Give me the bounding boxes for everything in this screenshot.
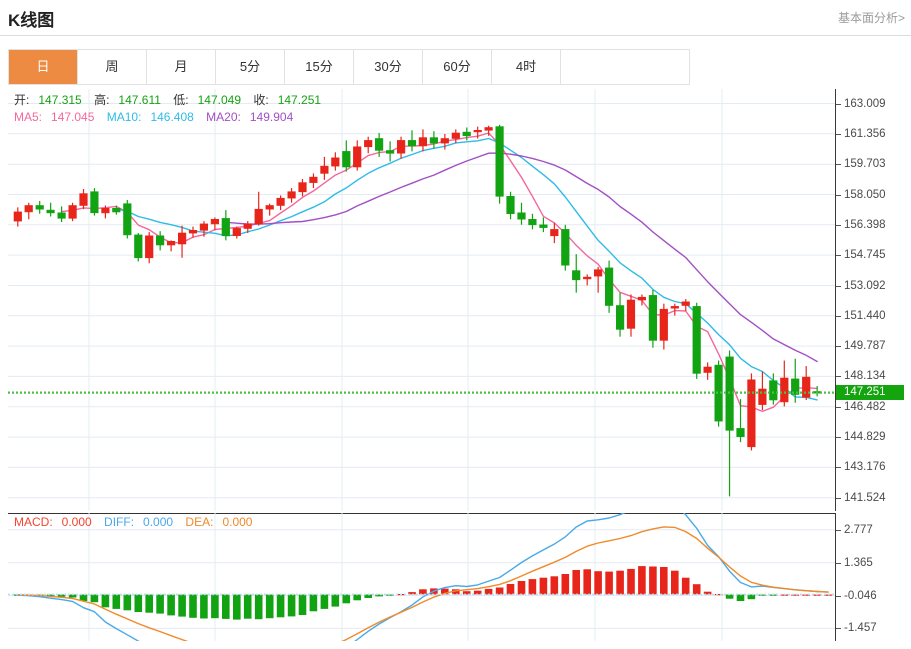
price-axis-label: 146.482 (844, 400, 886, 413)
price-axis-tick (836, 346, 841, 348)
price-panel: 163.009 161.356 159.703 158.050 156.398 154.7… (8, 89, 904, 511)
tab-周[interactable]: 周 (78, 50, 147, 84)
chart-container: 163.009 161.356 159.703 158.050 156.398 154.7… (8, 89, 904, 641)
macd-axis-label: -1.457 (844, 622, 877, 635)
price-axis-label: 153.092 (844, 279, 886, 292)
price-axis-tick (836, 376, 841, 378)
price-axis-label: 159.703 (844, 158, 886, 171)
price-axis-tick (836, 497, 841, 499)
price-axis-tick (836, 467, 841, 469)
macd-plot-area[interactable] (8, 513, 835, 641)
macd-axis-line (835, 513, 836, 641)
candlestick-svg (8, 89, 835, 511)
macd-axis-tick (836, 529, 841, 531)
tab-30分[interactable]: 30分 (354, 50, 423, 84)
tab-15分[interactable]: 15分 (285, 50, 354, 84)
price-axis-label: 154.745 (844, 249, 886, 262)
tab-日[interactable]: 日 (9, 50, 78, 84)
price-axis-tick (836, 406, 841, 408)
macd-axis: 2.777 1.365 -0.046 -1.457 (836, 513, 904, 641)
price-axis-tick (836, 224, 841, 226)
macd-axis-tick (836, 628, 841, 630)
price-axis-label: 148.134 (844, 370, 886, 383)
page-title: K线图 (8, 11, 55, 30)
price-axis-label: 161.356 (844, 127, 886, 140)
tab-月[interactable]: 月 (147, 50, 216, 84)
price-axis-tick (836, 194, 841, 196)
price-axis-tick (836, 255, 841, 257)
macd-axis-tick (836, 562, 841, 564)
price-axis: 163.009 161.356 159.703 158.050 156.398 154.7… (836, 89, 904, 511)
period-tabbar: 日周月 5分 15分 30分 60分 4时 (8, 49, 690, 85)
fundamental-analysis-link[interactable]: 基本面分析> (837, 11, 905, 25)
price-axis-tick (836, 285, 841, 287)
macd-axis-tick (836, 595, 841, 597)
tabbar-empty-space (561, 50, 689, 84)
current-price-badge: 147.251 (836, 384, 904, 400)
price-axis-label: 141.524 (844, 491, 886, 504)
price-axis-label: 151.440 (844, 309, 886, 322)
price-axis-label: 143.176 (844, 461, 886, 474)
macd-panel: 2.777 1.365 -0.046 -1.457 MACD: 0.000 DIFF: 0… (8, 513, 904, 641)
price-axis-label: 149.787 (844, 340, 886, 353)
tab-4时[interactable]: 4时 (492, 50, 561, 84)
tab-5分[interactable]: 5分 (216, 50, 285, 84)
price-axis-tick (836, 437, 841, 439)
price-axis-tick (836, 315, 841, 317)
macd-axis-label: 1.365 (844, 556, 873, 569)
macd-svg (8, 513, 835, 641)
price-axis-tick (836, 103, 841, 105)
price-axis-label: 163.009 (844, 97, 886, 110)
panel-divider (8, 513, 836, 514)
price-axis-label: 144.829 (844, 431, 886, 444)
macd-axis-label: -0.046 (844, 589, 877, 602)
macd-axis-label: 2.777 (844, 523, 873, 536)
price-axis-line (835, 89, 836, 511)
price-axis-tick (836, 164, 841, 166)
price-axis-label: 156.398 (844, 218, 886, 231)
tab-60分[interactable]: 60分 (423, 50, 492, 84)
price-axis-tick (836, 133, 841, 135)
price-axis-label: 158.050 (844, 188, 886, 201)
page-header: K线图 基本面分析> (0, 0, 911, 36)
price-plot-area[interactable] (8, 89, 835, 511)
